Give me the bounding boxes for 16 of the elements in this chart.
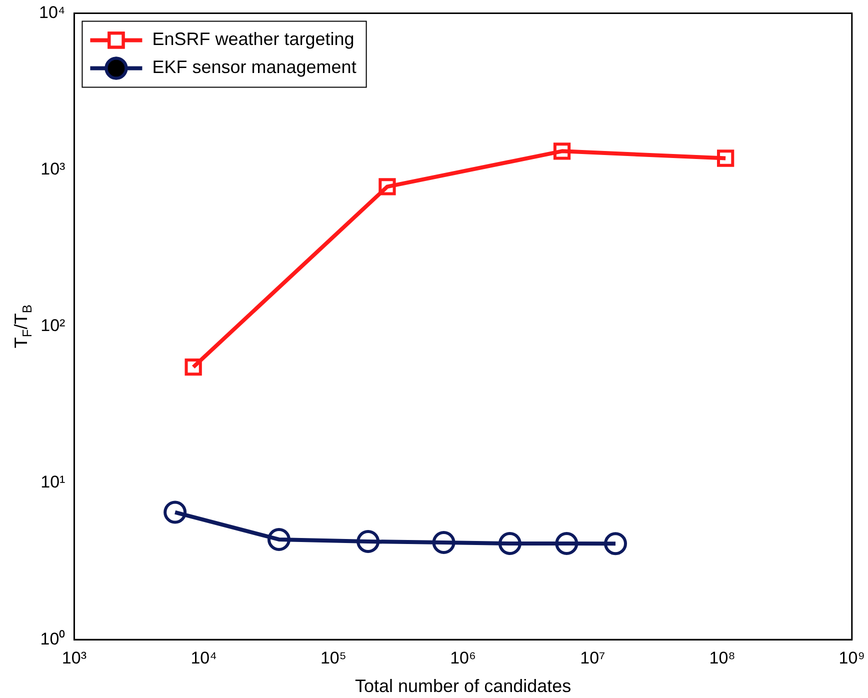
y-tick-label: 10³ xyxy=(40,159,66,178)
y-tick-label: 10⁴ xyxy=(38,2,66,22)
legend-label: EnSRF weather targeting xyxy=(152,29,354,50)
x-tick-label: 10⁹ xyxy=(838,648,866,668)
x-tick-label: 10⁴ xyxy=(190,648,217,668)
x-tick-label: 10⁷ xyxy=(580,648,606,668)
legend-label: EKF sensor management xyxy=(152,57,356,78)
y-tick-label: 10¹ xyxy=(40,472,66,492)
x-tick-label: 10⁶ xyxy=(450,648,476,668)
x-tick-label: 10³ xyxy=(62,648,87,668)
x-tick-label: 10⁵ xyxy=(320,648,346,668)
x-axis-title: Total number of candidates xyxy=(354,676,572,696)
x-tick-label: 10⁸ xyxy=(709,648,736,668)
y-tick-label: 10² xyxy=(40,316,66,336)
y-axis-title: TF/TB xyxy=(10,304,35,348)
y-tick-label: 10⁰ xyxy=(40,629,66,648)
